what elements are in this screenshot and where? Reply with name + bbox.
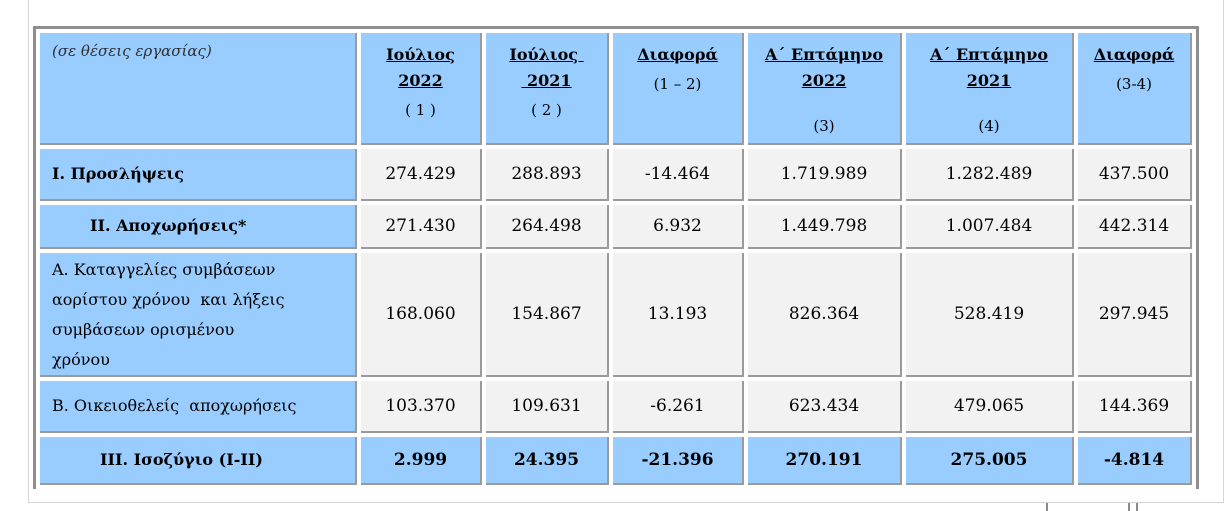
row-dismissals-expirations: Α. Καταγγελίες συμβάσεων αορίστου χρόνου… <box>40 253 1192 377</box>
header-line1: Διαφορά <box>1093 45 1175 64</box>
header-code: ( 2 ) <box>531 101 562 119</box>
row-label-cell: ΙΙΙ. Ισοζύγιο (Ι-ΙΙ) <box>40 437 357 485</box>
value-cell: 144.369 <box>1078 381 1192 433</box>
header-cell-july-2021: Ιούλιος 2021 ( 2 ) <box>486 33 609 145</box>
value-cell: -6.261 <box>613 381 744 433</box>
value-cell: 1.282.489 <box>906 149 1074 201</box>
row-label-cell: Ι. Προσλήψεις <box>40 149 357 201</box>
row-label-cell: Α. Καταγγελίες συμβάσεων αορίστου χρόνου… <box>40 253 357 377</box>
header-line1: Α΄ Επτάμηνο <box>764 45 884 64</box>
value-cell: -14.464 <box>613 149 744 201</box>
cutoff-text-remnant <box>1046 503 1048 511</box>
header-line2: 2022 <box>398 71 443 90</box>
header-line1: Ιούλιος <box>386 45 455 64</box>
header-line1: Ιούλιος <box>509 45 584 64</box>
cutoff-text-remnant <box>1128 503 1130 511</box>
header-cell-7m-2022: Α΄ Επτάμηνο 2022 (3) <box>748 33 902 145</box>
value-cell: 437.500 <box>1078 149 1192 201</box>
header-line2: 2021 <box>966 71 1012 90</box>
header-code: (3) <box>813 117 835 135</box>
header-cell-july-2022: Ιούλιος 2022 ( 1 ) <box>361 33 482 145</box>
value-cell: 442.314 <box>1078 205 1192 249</box>
value-cell: 1.007.484 <box>906 205 1074 249</box>
value-cell: 154.867 <box>486 253 609 377</box>
value-cell: 275.005 <box>906 437 1074 485</box>
value-cell: 168.060 <box>361 253 482 377</box>
value-cell: -21.396 <box>613 437 744 485</box>
value-cell: 479.065 <box>906 381 1074 433</box>
value-cell: 271.430 <box>361 205 482 249</box>
row-departures: ΙΙ. Αποχωρήσεις* 271.430 264.498 6.932 1… <box>40 205 1192 249</box>
value-cell: 1.449.798 <box>748 205 902 249</box>
row-label-cell: ΙΙ. Αποχωρήσεις* <box>40 205 357 249</box>
value-cell: 826.364 <box>748 253 902 377</box>
row-label-cell: Β. Οικειοθελείς αποχωρήσεις <box>40 381 357 433</box>
cutoff-text-remnant <box>1136 503 1138 511</box>
value-cell: 103.370 <box>361 381 482 433</box>
value-cell: 24.395 <box>486 437 609 485</box>
value-cell: 1.719.989 <box>748 149 902 201</box>
employment-flows-table: (σε θέσεις εργασίας) Ιούλιος 2022 ( 1 ) … <box>33 26 1199 489</box>
header-code: ( 1 ) <box>405 101 436 119</box>
header-line2: 2022 <box>801 71 847 90</box>
value-cell: -4.814 <box>1078 437 1192 485</box>
value-cell: 270.191 <box>748 437 902 485</box>
value-cell: 623.434 <box>748 381 902 433</box>
header-cell-diff-3-4: Διαφορά (3-4) <box>1078 33 1192 145</box>
row-voluntary-departures: Β. Οικειοθελείς αποχωρήσεις 103.370 109.… <box>40 381 1192 433</box>
header-code: (1 – 2) <box>653 75 702 93</box>
header-line2: 2021 <box>521 71 572 90</box>
value-cell: 264.498 <box>486 205 609 249</box>
value-cell: 288.893 <box>486 149 609 201</box>
value-cell: 2.999 <box>361 437 482 485</box>
value-cell: 297.945 <box>1078 253 1192 377</box>
row-balance: ΙΙΙ. Ισοζύγιο (Ι-ΙΙ) 2.999 24.395 -21.39… <box>40 437 1192 485</box>
header-line1: Διαφορά <box>637 45 718 64</box>
header-row: (σε θέσεις εργασίας) Ιούλιος 2022 ( 1 ) … <box>40 33 1192 145</box>
header-cell-7m-2021: Α΄ Επτάμηνο 2021 (4) <box>906 33 1074 145</box>
value-cell: 274.429 <box>361 149 482 201</box>
value-cell: 528.419 <box>906 253 1074 377</box>
value-cell: 109.631 <box>486 381 609 433</box>
header-code: (3-4) <box>1116 75 1152 93</box>
header-line1: Α΄ Επτάμηνο <box>929 45 1049 64</box>
header-cell-diff-1-2: Διαφορά (1 – 2) <box>613 33 744 145</box>
units-note-cell: (σε θέσεις εργασίας) <box>40 33 357 145</box>
value-cell: 6.932 <box>613 205 744 249</box>
value-cell: 13.193 <box>613 253 744 377</box>
row-hirings: Ι. Προσλήψεις 274.429 288.893 -14.464 1.… <box>40 149 1192 201</box>
header-code: (4) <box>978 117 1000 135</box>
